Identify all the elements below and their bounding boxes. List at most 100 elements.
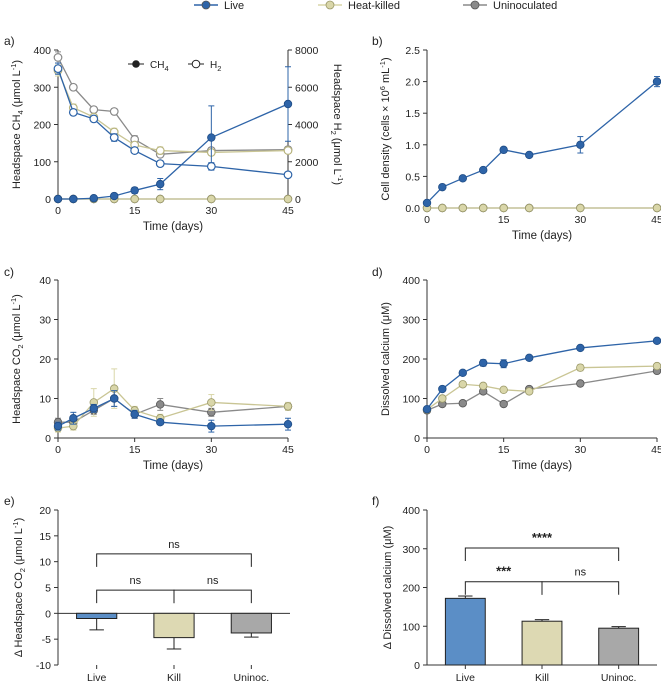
panel-a-series-heat-killed-ch4-point <box>207 194 216 204</box>
panel-a-x-label: Time (days) <box>143 221 203 233</box>
panel-b-series-live-point <box>479 165 488 175</box>
panel-a-inner-legend-ch4-label: CH4​ <box>150 60 169 73</box>
panel-e-significance-bracket <box>96 553 252 567</box>
panel-a-series-heat-killed-ch4-point <box>130 194 139 204</box>
panel-f-significance-bracket <box>541 581 620 595</box>
panel-f-label: f) <box>372 494 379 508</box>
panel-f-y-tick-label: 400 <box>402 505 420 517</box>
panel-d-x-label: Time (days) <box>512 460 572 472</box>
panel-d-x-tick-label: 0 <box>424 444 430 456</box>
panel-b-x-label: Time (days) <box>512 230 572 242</box>
panel-a-y-tick-label: 100 <box>33 157 51 169</box>
panel-f-significance-bracket <box>464 581 543 595</box>
panel-a-label: a) <box>4 34 15 48</box>
panel-c-x-tick-label: 0 <box>55 444 61 456</box>
panel-a-inner-legend-ch4-marker <box>132 60 140 68</box>
panel-f-y-tick-label: 0 <box>414 660 420 672</box>
legend-live-label: Live <box>224 0 244 12</box>
panel-a-y2-tick-label: 0 <box>295 194 301 206</box>
panel-e-significance-label: ns <box>207 575 219 587</box>
panel-e-bar-live <box>76 612 118 619</box>
panel-e-bar-uninoc <box>230 612 272 634</box>
panel-a-series-live-h2-point <box>109 133 119 142</box>
panel-d-series-heat-killed-point <box>525 387 534 396</box>
panel-b-series-live-point <box>438 182 447 192</box>
panel-a-series-uninoculated-h2-point <box>53 53 63 62</box>
panel-a-series-heat-killed-ch4-point <box>156 194 165 204</box>
panel-d-series-live-point <box>438 384 447 394</box>
panel-b-series-live-point <box>576 140 585 149</box>
panel-a-series-live-ch4-point <box>110 191 119 201</box>
panel-c-series-live-point <box>156 418 165 427</box>
panel-b-series-live-point <box>652 77 661 86</box>
legend-uninoculated-marker <box>470 0 480 10</box>
panel-b-series-heat-killed-point <box>438 203 447 213</box>
panel-a-series-uninoculated-h2-point <box>68 82 78 92</box>
panel-c-y-tick-label: 10 <box>39 394 51 406</box>
panel-a-inner-legend-h2-label: H2​ <box>210 60 221 73</box>
panel-c-series-live-point <box>130 410 139 419</box>
panel-d-series-live-point <box>652 336 661 346</box>
panel-a-series-live-ch4-point <box>283 99 293 109</box>
panel-a-series-uninoculated-h2-point <box>89 105 99 114</box>
panel-f-x-tick-label: Uninoc. <box>601 672 637 684</box>
panel-d-y-tick-label: 400 <box>402 275 420 287</box>
panel-e-y-tick-label: 15 <box>39 531 51 543</box>
panel-a-series-live-ch4-point <box>53 194 63 204</box>
panel-e-y-label: Δ Headspace CO2​ (μmol L-1​) <box>11 518 27 658</box>
panel-d-y-tick-label: 300 <box>402 315 420 327</box>
panel-a-y-tick-label: 0 <box>45 194 51 206</box>
panel-a-series-live-ch4-point <box>89 194 98 203</box>
panel-d-label: d) <box>372 265 383 279</box>
panel-e-x-tick-label: Uninoc. <box>234 672 270 684</box>
panel-c-y-tick-label: 0 <box>45 433 51 445</box>
panel-d-series-live-line <box>426 340 658 410</box>
panel-c-series-live-point <box>53 421 63 431</box>
panel-b-y-tick-label: 0.5 <box>405 171 420 183</box>
panel-e-y-tick-label: 0 <box>45 608 51 620</box>
panel-e-bar-kill <box>153 612 195 639</box>
panel-f-bar-uninoc <box>598 627 640 666</box>
panel-a-y2-tick-label: 8000 <box>295 45 319 57</box>
panel-c-x-tick-label: 15 <box>129 444 141 456</box>
panel-a-y2-tick-label: 2000 <box>295 157 319 169</box>
panel-b-series-heat-killed-point <box>652 203 661 213</box>
panel-f-significance-label: ns <box>575 567 587 579</box>
panel-a-y-tick-label: 400 <box>33 45 51 57</box>
panel-b-series-heat-killed-point <box>458 203 467 213</box>
panel-a-y2-tick-label: 4000 <box>295 120 319 132</box>
panel-c-series-heat-killed-line <box>57 387 289 429</box>
panel-a-series-live-ch4-point <box>207 133 216 142</box>
panel-c-y-tick-label: 30 <box>39 315 51 327</box>
panel-b-series-live-point <box>499 145 508 155</box>
panel-a-series-heat-killed-h2-point <box>155 146 165 155</box>
panel-a-series-live-h2-point <box>155 159 165 169</box>
panel-b-x-tick-label: 30 <box>574 214 586 226</box>
panel-a-inner-legend-h2-marker <box>191 59 201 69</box>
panel-a-y-tick-label: 200 <box>33 120 51 132</box>
panel-e-label: e) <box>4 494 15 508</box>
legend-live-marker <box>201 0 211 10</box>
panel-c-series-heat-killed-point <box>283 402 293 411</box>
panel-a-x-tick-label: 0 <box>55 205 61 217</box>
panel-e-y-tick-label: -5 <box>42 634 51 646</box>
panel-b-series-live-point <box>422 198 432 208</box>
panel-d-series-live-point <box>458 368 467 378</box>
panel-e-y-tick-label: 5 <box>45 583 51 595</box>
panel-c-series-live-point <box>69 414 78 423</box>
panel-f-significance-bracket <box>464 547 620 561</box>
panel-b-y-tick-label: 2.5 <box>405 45 420 57</box>
panel-f-y-tick-label: 100 <box>402 621 420 633</box>
panel-f-significance-label: **** <box>532 530 553 545</box>
panel-d-y-label: Dissolved calcium (μM) <box>380 302 392 416</box>
panel-b-x-tick-label: 15 <box>498 214 510 226</box>
panel-b-y-tick-label: 2.0 <box>405 77 420 89</box>
panel-d-series-heat-killed-point <box>499 385 508 395</box>
panel-a-x-tick-label: 30 <box>205 205 217 217</box>
panel-d-y-tick-label: 100 <box>402 394 420 406</box>
panel-c-series-heat-killed-point <box>207 398 216 407</box>
panel-d-series-uninoculated-point <box>499 399 508 409</box>
panel-f-significance-label: *** <box>496 564 512 579</box>
panel-c-y-tick-label: 40 <box>39 275 51 287</box>
